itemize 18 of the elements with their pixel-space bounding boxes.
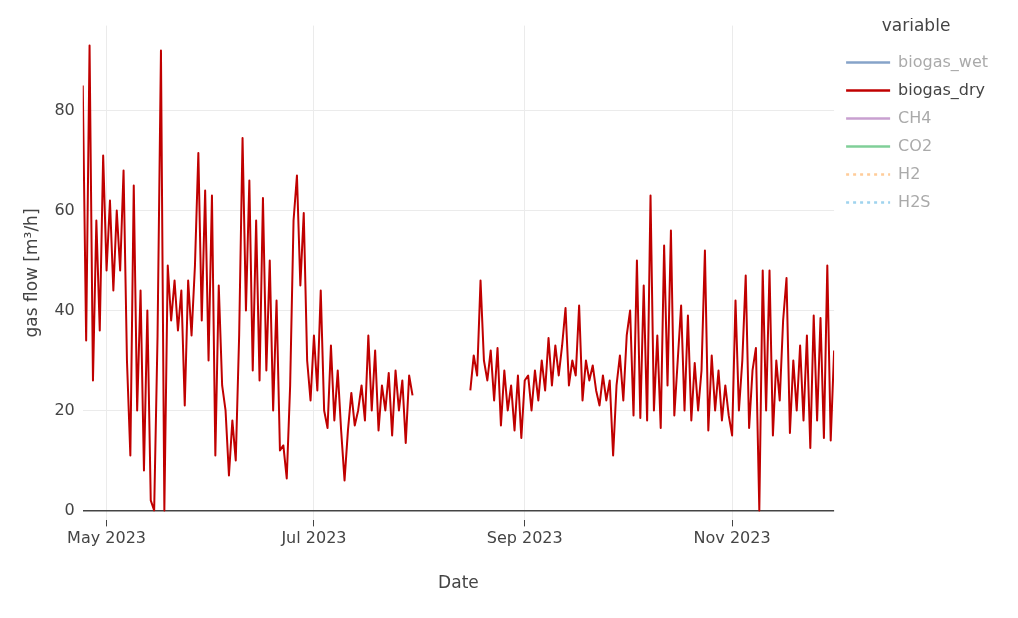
legend-label: CH4 <box>898 107 932 127</box>
y-axis-title: gas flow [m³/h] <box>20 208 41 338</box>
legend-label: H2S <box>898 191 931 211</box>
y-tick-label: 80 <box>54 99 75 119</box>
x-tick-label: May 2023 <box>67 528 146 548</box>
y-tick-label: 20 <box>54 399 75 419</box>
legend-label: H2 <box>898 163 921 183</box>
legend-label: biogas_dry <box>898 79 985 100</box>
x-axis-title: Date <box>438 572 479 593</box>
legend-title: variable <box>881 14 951 35</box>
y-tick-label: 0 <box>64 499 75 519</box>
x-tick-label: Jul 2023 <box>280 528 347 548</box>
x-tick-label: Nov 2023 <box>693 528 771 548</box>
x-tick-label: Sep 2023 <box>486 528 563 548</box>
y-tick-label: 60 <box>54 199 75 219</box>
y-tick-label: 40 <box>54 299 75 319</box>
legend-label: biogas_wet <box>898 51 988 72</box>
legend-label: CO2 <box>898 135 933 155</box>
